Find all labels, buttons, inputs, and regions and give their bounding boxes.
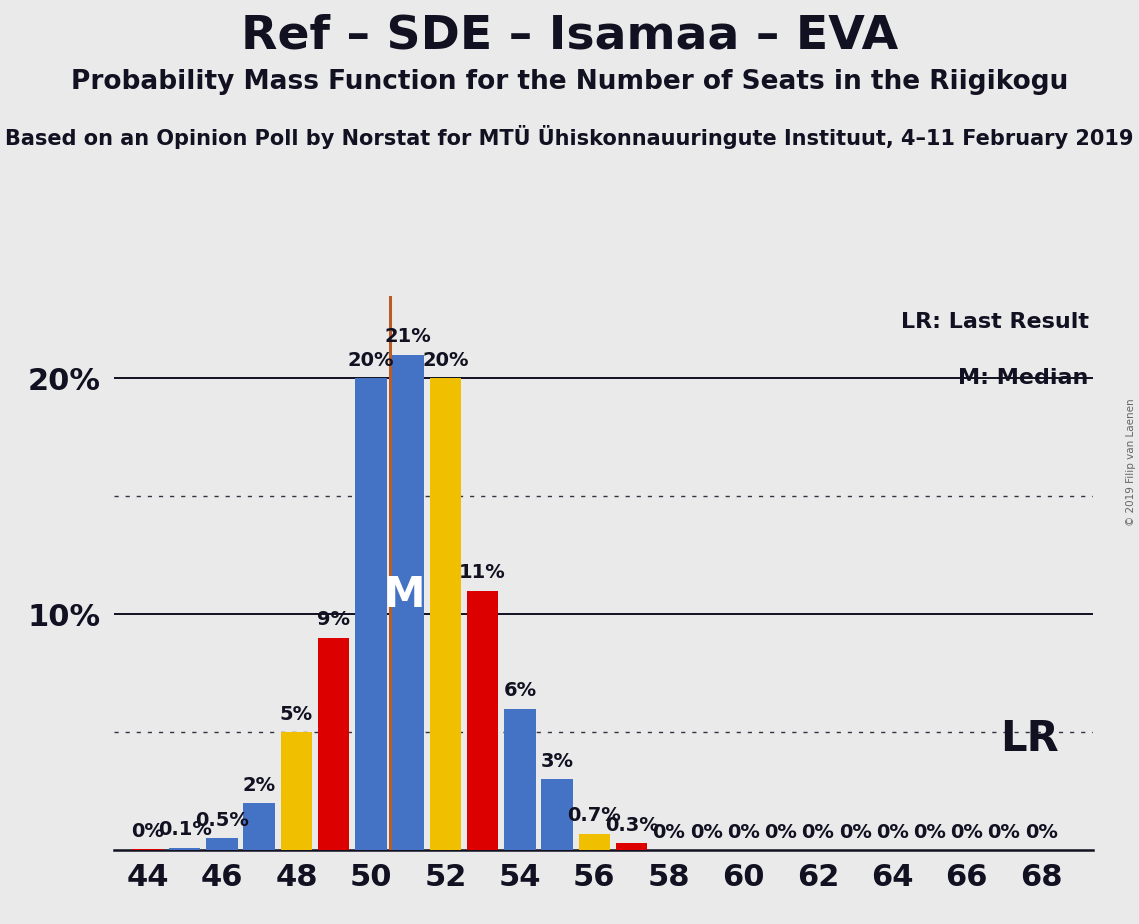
- Text: 0%: 0%: [802, 823, 834, 842]
- Text: M: M: [383, 575, 425, 616]
- Text: 0%: 0%: [950, 823, 983, 842]
- Text: LR: LR: [1000, 718, 1059, 760]
- Text: 0%: 0%: [764, 823, 797, 842]
- Bar: [579, 833, 611, 850]
- Bar: [318, 638, 350, 850]
- Text: 0%: 0%: [689, 823, 722, 842]
- Text: Probability Mass Function for the Number of Seats in the Riigikogu: Probability Mass Function for the Number…: [71, 69, 1068, 95]
- Text: 6%: 6%: [503, 681, 536, 700]
- Text: 0.5%: 0.5%: [195, 811, 248, 830]
- Bar: [280, 732, 312, 850]
- Text: 0%: 0%: [988, 823, 1021, 842]
- Bar: [467, 590, 499, 850]
- Text: 0.7%: 0.7%: [567, 807, 621, 825]
- Bar: [132, 849, 163, 850]
- Bar: [505, 709, 535, 850]
- Text: 0%: 0%: [838, 823, 871, 842]
- Text: 5%: 5%: [280, 705, 313, 723]
- Bar: [429, 378, 461, 850]
- Text: 0.1%: 0.1%: [157, 821, 212, 840]
- Bar: [355, 378, 387, 850]
- Text: 9%: 9%: [317, 611, 350, 629]
- Text: Based on an Opinion Poll by Norstat for MTÜ Ühiskonnauuringute Instituut, 4–11 F: Based on an Opinion Poll by Norstat for …: [6, 125, 1133, 149]
- Text: LR: Last Result: LR: Last Result: [901, 312, 1089, 333]
- Bar: [616, 843, 647, 850]
- Text: 3%: 3%: [541, 752, 574, 771]
- Bar: [206, 838, 238, 850]
- Text: 20%: 20%: [423, 351, 468, 370]
- Text: 0%: 0%: [131, 821, 164, 841]
- Text: 0%: 0%: [913, 823, 947, 842]
- Bar: [392, 355, 424, 850]
- Text: M: Median: M: Median: [958, 368, 1089, 388]
- Text: 0.3%: 0.3%: [605, 816, 658, 834]
- Text: 20%: 20%: [347, 351, 394, 370]
- Text: © 2019 Filip van Laenen: © 2019 Filip van Laenen: [1125, 398, 1136, 526]
- Text: 0%: 0%: [727, 823, 760, 842]
- Text: 11%: 11%: [459, 564, 506, 582]
- Text: 2%: 2%: [243, 775, 276, 795]
- Bar: [169, 847, 200, 850]
- Text: 0%: 0%: [653, 823, 686, 842]
- Text: Ref – SDE – Isamaa – EVA: Ref – SDE – Isamaa – EVA: [240, 14, 899, 59]
- Text: 21%: 21%: [385, 327, 432, 346]
- Bar: [244, 803, 274, 850]
- Bar: [541, 779, 573, 850]
- Text: 0%: 0%: [876, 823, 909, 842]
- Text: 0%: 0%: [1025, 823, 1058, 842]
